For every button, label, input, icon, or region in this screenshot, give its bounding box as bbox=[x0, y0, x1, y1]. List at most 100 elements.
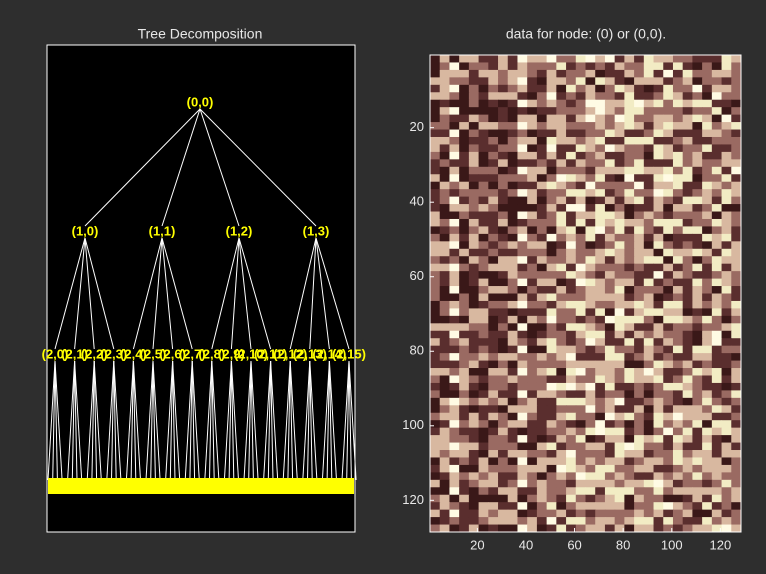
image-cell bbox=[517, 136, 528, 145]
image-cell bbox=[702, 144, 713, 153]
image-cell bbox=[527, 420, 538, 429]
image-cell bbox=[488, 69, 499, 78]
image-cell bbox=[459, 517, 470, 526]
image-cell bbox=[459, 136, 470, 145]
image-cell bbox=[692, 360, 703, 369]
image-cell bbox=[498, 166, 509, 175]
image-cell bbox=[566, 457, 577, 466]
image-cell bbox=[527, 345, 538, 354]
y-tick-label: 20 bbox=[410, 119, 424, 134]
image-cell bbox=[702, 69, 713, 78]
image-cell bbox=[430, 457, 441, 466]
image-cell bbox=[517, 405, 528, 414]
image-cell bbox=[556, 196, 567, 205]
image-cell bbox=[653, 99, 664, 108]
image-cell bbox=[527, 412, 538, 421]
image-cell bbox=[575, 524, 586, 533]
image-cell bbox=[731, 189, 742, 198]
image-cell bbox=[702, 323, 713, 332]
image-cell bbox=[585, 114, 596, 123]
image-cell bbox=[527, 92, 538, 101]
image-cell bbox=[527, 62, 538, 71]
tree-edge bbox=[248, 360, 252, 481]
image-cell bbox=[702, 390, 713, 399]
image-cell bbox=[721, 62, 732, 71]
image-cell bbox=[721, 457, 732, 466]
image-cell bbox=[566, 412, 577, 421]
image-cell bbox=[459, 360, 470, 369]
image-cell bbox=[449, 144, 460, 153]
image-cell bbox=[672, 107, 684, 116]
image-cell bbox=[459, 300, 470, 309]
image-cell bbox=[711, 204, 723, 213]
image-cell bbox=[711, 241, 723, 250]
image-cell bbox=[604, 412, 616, 421]
image-cell bbox=[430, 263, 441, 272]
image-cell bbox=[702, 114, 713, 123]
image-cell bbox=[731, 181, 742, 190]
image-cell bbox=[634, 271, 645, 280]
image-cell bbox=[692, 77, 703, 86]
image-cell bbox=[711, 494, 723, 503]
image-cell bbox=[430, 256, 441, 265]
image-cell bbox=[507, 293, 518, 302]
image-cell bbox=[634, 248, 645, 257]
image-cell bbox=[498, 435, 509, 444]
image-cell bbox=[711, 189, 723, 198]
image-cell bbox=[672, 55, 684, 63]
image-cell bbox=[468, 353, 480, 362]
image-cell bbox=[634, 405, 645, 414]
image-cell bbox=[692, 211, 703, 220]
image-cell bbox=[527, 263, 538, 272]
image-cell bbox=[604, 345, 616, 354]
image-cell bbox=[614, 248, 625, 257]
image-cell bbox=[595, 99, 606, 108]
image-cell bbox=[566, 300, 577, 309]
image-cell bbox=[546, 248, 557, 257]
image-cell bbox=[604, 122, 616, 131]
image-cell bbox=[575, 144, 586, 153]
image-cell bbox=[439, 196, 450, 205]
image-cell bbox=[546, 263, 557, 272]
image-cell bbox=[595, 420, 606, 429]
image-cell bbox=[604, 360, 616, 369]
image-cell bbox=[507, 181, 518, 190]
image-cell bbox=[449, 338, 460, 347]
image-cell bbox=[614, 211, 625, 220]
image-cell bbox=[731, 151, 742, 160]
image-cell bbox=[488, 487, 499, 496]
image-cell bbox=[731, 144, 742, 153]
image-cell bbox=[507, 241, 518, 250]
image-cell bbox=[614, 330, 625, 339]
image-cell bbox=[731, 524, 742, 533]
image-cell bbox=[507, 412, 518, 421]
image-cell bbox=[711, 271, 723, 280]
image-cell bbox=[546, 427, 557, 436]
image-cell bbox=[653, 263, 664, 272]
image-cell bbox=[595, 248, 606, 257]
image-cell bbox=[692, 353, 703, 362]
image-cell bbox=[595, 107, 606, 116]
image-cell bbox=[546, 271, 557, 280]
image-cell bbox=[731, 457, 742, 466]
image-cell bbox=[595, 241, 606, 250]
image-cell bbox=[527, 241, 538, 250]
image-cell bbox=[585, 397, 596, 406]
image-cell bbox=[527, 204, 538, 213]
image-cell bbox=[468, 92, 480, 101]
image-cell bbox=[692, 114, 703, 123]
image-cell bbox=[672, 211, 684, 220]
image-cell bbox=[498, 189, 509, 198]
image-cell bbox=[556, 308, 567, 317]
image-cell bbox=[449, 397, 460, 406]
tree-edge bbox=[267, 360, 272, 481]
image-cell bbox=[459, 256, 470, 265]
image-cell bbox=[566, 99, 577, 108]
image-cell bbox=[536, 271, 548, 280]
image-cell bbox=[546, 189, 557, 198]
image-cell bbox=[507, 494, 518, 503]
image-cell bbox=[439, 278, 450, 287]
image-cell bbox=[663, 159, 674, 168]
image-cell bbox=[643, 502, 655, 511]
tree-edge bbox=[52, 360, 56, 481]
